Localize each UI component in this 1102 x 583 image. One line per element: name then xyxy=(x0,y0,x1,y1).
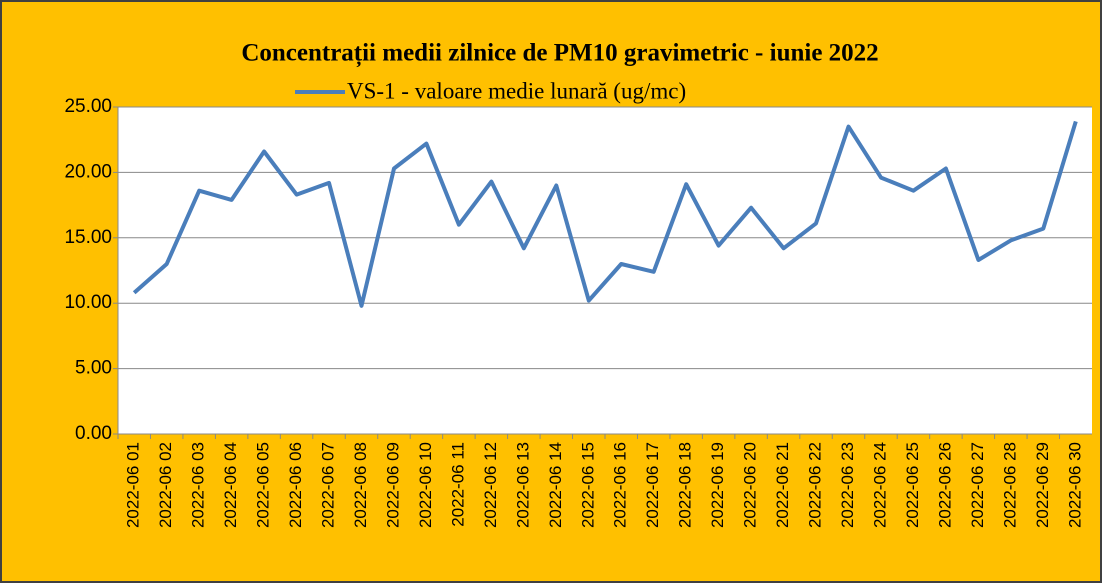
x-tick-label: 2022-06 16 xyxy=(611,442,630,528)
x-tick-label: 2022-06 27 xyxy=(968,442,987,528)
y-tick-label: 20.00 xyxy=(64,161,112,182)
x-tick-label: 2022-06 28 xyxy=(1000,442,1019,528)
data-line xyxy=(132,120,1078,308)
x-tick-label: 2022-06 07 xyxy=(319,442,338,528)
x-tick-label: 2022-06 13 xyxy=(513,442,532,528)
x-tick-label: 2022-06 29 xyxy=(1033,442,1052,528)
x-tick-label: 2022-06 20 xyxy=(741,442,760,528)
chart-title: Concentrații medii zilnice de PM10 gravi… xyxy=(241,40,878,68)
x-tick-label: 2022-06 14 xyxy=(546,442,565,528)
legend-label: VS-1 - valoare medie lunară (ug/mc) xyxy=(347,78,686,103)
x-tick-label: 2022-06 23 xyxy=(838,442,857,528)
x-tick-label: 2022-06 15 xyxy=(578,442,597,528)
x-tick-label: 2022-06 10 xyxy=(416,442,435,528)
x-tick-label: 2022-06 05 xyxy=(254,442,273,528)
x-tick-label: 2022-06 09 xyxy=(383,442,402,528)
y-tick-label: 25.00 xyxy=(64,96,112,117)
x-tick-label: 2022-06 26 xyxy=(935,442,954,528)
y-tick-label: 10.00 xyxy=(64,292,112,313)
x-tick-label: 2022-06 06 xyxy=(286,442,305,528)
x-tick-label: 2022-06 01 xyxy=(124,442,143,528)
x-tick-label: 2022-06 04 xyxy=(221,442,240,528)
y-tick-label: 15.00 xyxy=(64,227,112,248)
x-tick-label: 2022-06 19 xyxy=(708,442,727,528)
plot-area xyxy=(118,107,1092,434)
x-tick-label: 2022-06 22 xyxy=(806,442,825,528)
x-tick-label: 2022-06 03 xyxy=(189,442,208,528)
y-tick-label: 0.00 xyxy=(75,423,112,444)
x-tick-label: 2022-06 12 xyxy=(481,442,500,528)
x-tick-label: 2022-06 17 xyxy=(643,442,662,528)
x-tick-label: 2022-06 21 xyxy=(773,442,792,528)
x-tick-label: 2022-06 11 xyxy=(448,442,467,527)
y-tick-label: 5.00 xyxy=(75,358,112,379)
x-tick-label: 2022-06 02 xyxy=(156,442,175,528)
x-tick-label: 2022-06 30 xyxy=(1065,442,1084,528)
x-tick-label: 2022-06 18 xyxy=(676,442,695,528)
x-tick-label: 2022-06 24 xyxy=(870,442,889,528)
x-tick-label: 2022-06 08 xyxy=(351,442,370,528)
x-tick-label: 2022-06 25 xyxy=(903,442,922,528)
